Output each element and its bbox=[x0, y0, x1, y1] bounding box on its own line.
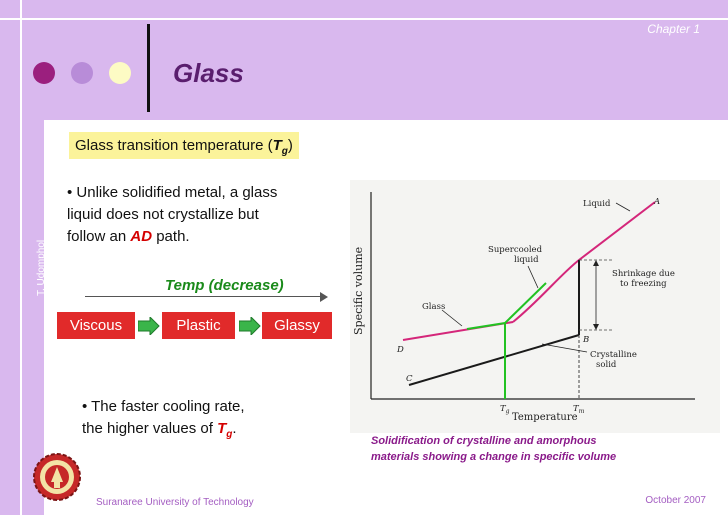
bullet-one-line3-pre: follow an bbox=[67, 228, 131, 245]
tg-symbol: T bbox=[217, 420, 227, 437]
dot-dark bbox=[33, 62, 55, 84]
footer-university: Suranaree University of Technology bbox=[96, 497, 254, 508]
supercooled-leader bbox=[527, 265, 539, 289]
header-band bbox=[0, 0, 728, 120]
shrinkage-label-2: to freezing bbox=[620, 279, 667, 289]
glassy-box: Glassy bbox=[262, 312, 332, 339]
crystalline-label-2: solid bbox=[596, 360, 617, 370]
ad-path-highlight: AD bbox=[130, 228, 153, 245]
dot-medium bbox=[71, 62, 93, 84]
bullet-one-line2: liquid does not crystallize but bbox=[67, 206, 259, 223]
frame-line-horizontal bbox=[0, 18, 728, 20]
shrink-arrow-down-icon bbox=[593, 324, 599, 330]
liquid-label: Liquid bbox=[583, 199, 611, 209]
plastic-box: Plastic bbox=[162, 312, 235, 339]
glass-leader bbox=[441, 309, 463, 327]
crystalline-leader bbox=[541, 343, 588, 353]
specific-volume-diagram: Specific volume Temperature Liquid A Sup… bbox=[350, 180, 720, 433]
tg-subscript: g bbox=[226, 429, 233, 440]
caption-line1: Solidification of crystalline and amorph… bbox=[371, 435, 597, 447]
bullet-one-line3-post: path. bbox=[152, 228, 190, 245]
subtitle-box: Glass transition temperature (Tg) bbox=[69, 132, 299, 159]
temp-arrow-line bbox=[85, 296, 323, 297]
temp-decrease-label: Temp (decrease) bbox=[165, 277, 284, 294]
subtitle-text: Glass transition temperature ( bbox=[75, 137, 273, 154]
tg-axis-label: Tg bbox=[500, 404, 510, 415]
liquid-leader bbox=[615, 202, 631, 212]
bullet-two: • The faster cooling rate, the higher va… bbox=[82, 396, 245, 446]
bullet-two-line2-post: . bbox=[232, 420, 237, 437]
bullet-one-line1: • Unlike solidified metal, a glass bbox=[67, 184, 278, 201]
point-b-label: B bbox=[582, 335, 589, 345]
shrink-arrow-up-icon bbox=[593, 260, 599, 266]
shrinkage-label-1: Shrinkage due bbox=[612, 269, 675, 279]
left-band bbox=[0, 0, 44, 515]
liquid-curve bbox=[512, 201, 656, 323]
tm-axis-label: Tm bbox=[573, 404, 585, 415]
bullet-one-line3: follow an AD path. bbox=[67, 226, 277, 248]
caption-line2: materials showing a change in specific v… bbox=[371, 451, 617, 463]
point-a-label: A bbox=[653, 197, 660, 207]
temp-arrow-head-icon bbox=[320, 292, 328, 302]
chapter-label: Chapter 1 bbox=[647, 22, 700, 36]
glass-label: Glass bbox=[422, 302, 445, 312]
green-arrow-icon bbox=[138, 317, 160, 335]
figure-caption: Solidification of crystalline and amorph… bbox=[371, 433, 616, 465]
subtitle-close: ) bbox=[287, 137, 293, 154]
footer-date: October 2007 bbox=[645, 495, 706, 506]
bullet-two-line2-pre: the higher values of bbox=[82, 420, 218, 437]
viscous-box: Viscous bbox=[57, 312, 135, 339]
crystalline-solid-line bbox=[408, 334, 580, 386]
subtitle-subscript: g bbox=[281, 146, 288, 157]
y-axis-label: Specific volume bbox=[352, 247, 365, 335]
point-c-label: C bbox=[406, 374, 413, 384]
title-divider bbox=[147, 24, 150, 112]
green-arrow-icon bbox=[239, 317, 261, 335]
diagram-background bbox=[350, 180, 720, 433]
point-d-label: D bbox=[396, 345, 404, 355]
university-seal-icon bbox=[33, 453, 81, 501]
crystalline-label-1: Crystalline bbox=[590, 350, 637, 360]
page-title: Glass bbox=[173, 58, 244, 88]
supercooled-label-2: liquid bbox=[514, 255, 539, 265]
bullet-one: • Unlike solidified metal, a glass liqui… bbox=[67, 182, 277, 248]
x-axis-label: Temperature bbox=[512, 412, 578, 423]
bullet-two-line1: • The faster cooling rate, bbox=[82, 398, 245, 415]
frame-line-vertical bbox=[20, 0, 22, 515]
bullet-two-line2: the higher values of Tg. bbox=[82, 418, 245, 446]
supercooled-label-1: Supercooled bbox=[488, 245, 543, 255]
author-label: T. Udomphol bbox=[36, 239, 47, 296]
subtitle-symbol: T bbox=[272, 137, 282, 154]
dot-light bbox=[109, 62, 131, 84]
